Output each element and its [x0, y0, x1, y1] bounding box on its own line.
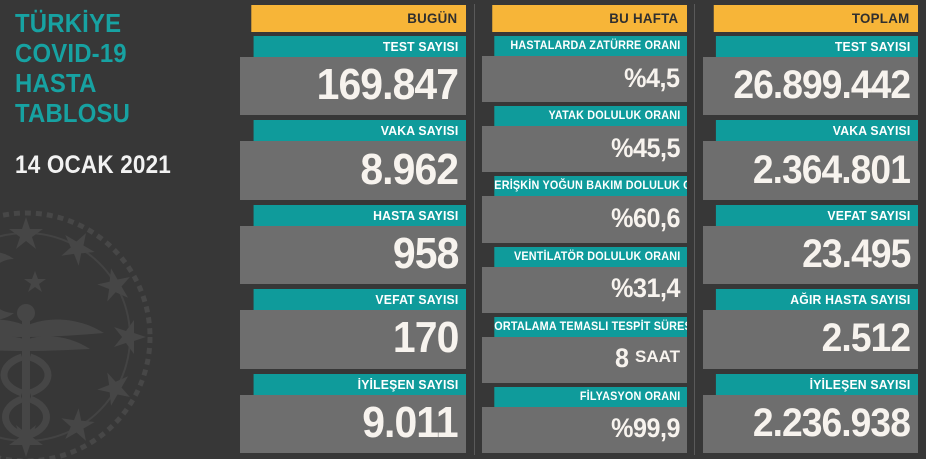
stat-card: VAKA SAYISI 2.364.801 — [703, 120, 918, 200]
column-week: BU HAFTA HASTALARDA ZATÜRRE ORANI %4,5 Y… — [474, 0, 694, 459]
stat-value: 169.847 — [240, 57, 466, 116]
stat-card: FİLYASYON ORANI %99,9 — [482, 386, 687, 454]
column-today-rows: TEST SAYISI 169.847 VAKA SAYISI 8.962 HA… — [240, 32, 466, 454]
stat-value: %4,5 — [482, 56, 687, 103]
stat-label: ORTALAMA TEMASLI TESPİT SÜRESİ — [494, 316, 687, 337]
stat-card: ERİŞKİN YOĞUN BAKIM DOLULUK ORANI %60,6 — [482, 176, 687, 243]
stat-value-text: 2.512 — [821, 316, 911, 361]
stat-card: AĞIR HASTA SAYISI 2.512 — [703, 289, 918, 369]
stat-value-text: %99,9 — [611, 413, 680, 444]
stat-value-text: 23.495 — [801, 232, 911, 277]
stat-value-text: 8.962 — [360, 144, 459, 194]
stat-value: 26.899.442 — [703, 57, 918, 116]
stat-value-text: 26.899.442 — [733, 63, 911, 108]
stat-label: HASTA SAYISI — [253, 204, 466, 226]
column-header-week: BU HAFTA — [492, 5, 687, 32]
column-header-total: TOPLAM — [713, 5, 918, 32]
stat-label: YATAK DOLULUK ORANI — [494, 106, 687, 127]
stat-value: 8.962 — [240, 141, 466, 200]
stat-value: 2.236.938 — [703, 394, 918, 454]
column-header-today: BUGÜN — [251, 5, 466, 32]
title-panel: TÜRKİYE COVID-19 HASTA TABLOSU 14 OCAK 2… — [0, 0, 236, 459]
column-today: BUGÜN TEST SAYISI 169.847 VAKA SAYISI 8.… — [236, 0, 474, 459]
stat-value: 958 — [240, 225, 466, 285]
stat-value: %31,4 — [482, 266, 687, 313]
stat-value: 9.011 — [240, 394, 466, 454]
stat-card: İYİLEŞEN SAYISI 2.236.938 — [703, 373, 918, 454]
stat-label: VAKA SAYISI — [715, 120, 918, 142]
stat-label: TEST SAYISI — [253, 36, 466, 57]
stat-label: İYİLEŞEN SAYISI — [253, 373, 466, 395]
stat-label: VENTİLATÖR DOLULUK ORANI — [494, 246, 687, 267]
stat-card: VEFAT SAYISI 170 — [240, 289, 466, 369]
stat-label: ERİŞKİN YOĞUN BAKIM DOLULUK ORANI — [494, 176, 687, 197]
stat-value-text: 2.364.801 — [752, 147, 911, 192]
stat-card: VEFAT SAYISI 23.495 — [703, 204, 918, 285]
stat-card: HASTA SAYISI 958 — [240, 204, 466, 285]
stat-value-text: 2.236.938 — [752, 400, 911, 445]
stat-value: 170 — [240, 310, 466, 369]
stat-value-text: %60,6 — [611, 202, 680, 233]
column-total-rows: TEST SAYISI 26.899.442 VAKA SAYISI 2.364… — [703, 32, 918, 454]
stat-value: 2.364.801 — [703, 141, 918, 200]
stat-value-text: 169.847 — [316, 60, 459, 110]
stat-card: VENTİLATÖR DOLULUK ORANI %31,4 — [482, 246, 687, 313]
stat-card: HASTALARDA ZATÜRRE ORANI %4,5 — [482, 36, 687, 103]
stat-value-text: 9.011 — [362, 397, 459, 447]
stat-value-text: 8 — [615, 343, 629, 374]
stat-card: YATAK DOLULUK ORANI %45,5 — [482, 106, 687, 173]
page-title: TÜRKİYE COVID-19 HASTA TABLOSU — [15, 8, 131, 128]
stat-card: TEST SAYISI 26.899.442 — [703, 36, 918, 116]
stat-value: %99,9 — [482, 406, 687, 454]
stat-value-text: %45,5 — [611, 132, 680, 163]
stat-value: %45,5 — [482, 126, 687, 173]
stat-value: 8 SAAT — [482, 336, 687, 383]
stat-label: VAKA SAYISI — [253, 120, 466, 142]
stat-label: İYİLEŞEN SAYISI — [715, 373, 918, 395]
stat-value: 2.512 — [703, 310, 918, 369]
column-week-rows: HASTALARDA ZATÜRRE ORANI %4,5 YATAK DOLU… — [482, 32, 687, 454]
stat-value-unit: SAAT — [634, 347, 680, 367]
stat-card: VAKA SAYISI 8.962 — [240, 120, 466, 200]
stat-value-text: 170 — [392, 313, 459, 363]
stat-card: TEST SAYISI 169.847 — [240, 36, 466, 116]
column-total: TOPLAM TEST SAYISI 26.899.442 VAKA SAYIS… — [694, 0, 926, 459]
stat-value-text: 958 — [392, 229, 459, 279]
stat-value: %60,6 — [482, 196, 687, 243]
stat-value-text: %31,4 — [611, 273, 680, 304]
stat-card: ORTALAMA TEMASLI TESPİT SÜRESİ 8 SAAT — [482, 316, 687, 383]
stat-label: VEFAT SAYISI — [715, 204, 918, 226]
stat-label: TEST SAYISI — [715, 36, 918, 57]
report-date: 14 OCAK 2021 — [15, 151, 171, 179]
stats-columns: BUGÜN TEST SAYISI 169.847 VAKA SAYISI 8.… — [236, 0, 926, 459]
stat-label: VEFAT SAYISI — [253, 289, 466, 311]
stat-label: AĞIR HASTA SAYISI — [715, 289, 918, 311]
stat-label: FİLYASYON ORANI — [494, 386, 687, 407]
stat-label: HASTALARDA ZATÜRRE ORANI — [494, 36, 687, 56]
stat-value-text: %4,5 — [624, 62, 681, 93]
stat-card: İYİLEŞEN SAYISI 9.011 — [240, 373, 466, 454]
stat-value: 23.495 — [703, 225, 918, 285]
